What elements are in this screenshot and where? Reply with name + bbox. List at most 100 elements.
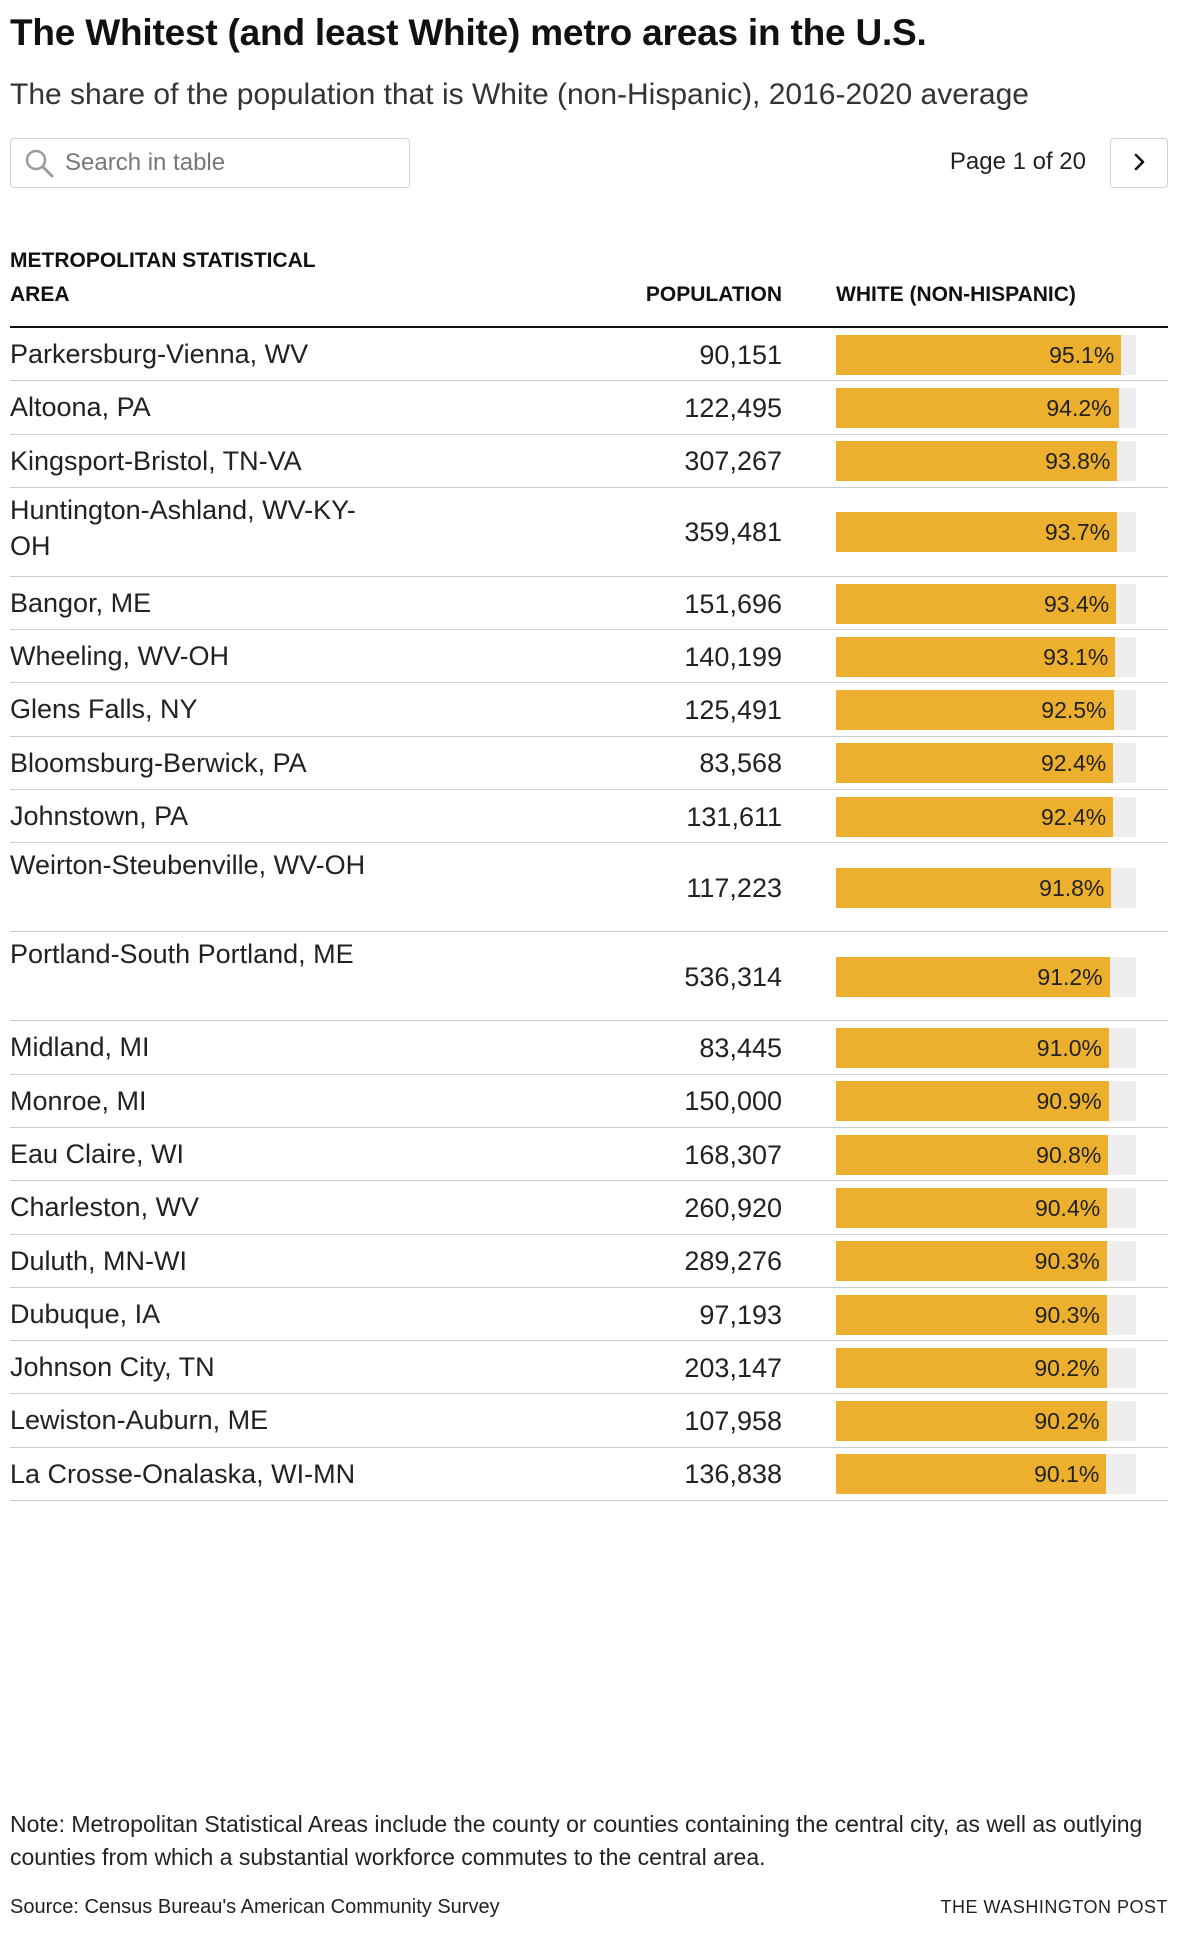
column-header-population[interactable]: Population	[645, 283, 782, 306]
bar-track: 91.2%	[836, 956, 1136, 997]
table-row: Altoona, PA 122,495 94.2%	[10, 381, 1168, 435]
cell-population: 136,838	[684, 1459, 782, 1490]
bar-track: 90.3%	[836, 1241, 1136, 1282]
cell-population: 140,199	[684, 641, 782, 672]
bar-track: 93.8%	[836, 441, 1136, 482]
cell-population: 97,193	[699, 1299, 782, 1330]
cell-area: Altoona, PA	[10, 392, 151, 423]
cell-area: Lewiston-Auburn, ME	[10, 1405, 269, 1436]
table-row: Portland-South Portland, ME 536,314 91.2%	[10, 932, 1168, 1022]
bar-track: 95.1%	[836, 334, 1136, 375]
bar-fill	[836, 387, 1119, 428]
bar-track: 93.4%	[836, 583, 1136, 624]
cell-population: 151,696	[684, 588, 782, 619]
bar-value-label: 93.7%	[1044, 519, 1111, 546]
bar-fill	[836, 583, 1117, 624]
bar-fill	[836, 512, 1118, 553]
cell-population: 536,314	[684, 961, 782, 992]
table-row: Midland, MI 83,445 91.0%	[10, 1021, 1168, 1075]
bar-fill	[836, 334, 1122, 375]
cell-population: 107,958	[684, 1406, 782, 1437]
table-body: Parkersburg-Vienna, WV 90,151 95.1% Altoona…	[10, 328, 1168, 1502]
table-row: Glens Falls, NY 125,491 92.5%	[10, 683, 1168, 737]
page-indicator: Page 1 of 20	[949, 148, 1086, 175]
table-row: Bangor, ME 151,696 93.4%	[10, 577, 1168, 631]
cell-area: Dubuque, IA	[10, 1298, 161, 1329]
cell-population: 83,445	[699, 1033, 782, 1064]
search-box[interactable]	[10, 138, 410, 188]
cell-population: 359,481	[684, 517, 782, 548]
bar-fill	[836, 1028, 1109, 1069]
cell-area: Glens Falls, NY	[10, 694, 198, 725]
table-row: Monroe, MI 150,000 90.9%	[10, 1075, 1168, 1128]
cell-area: Monroe, MI	[10, 1085, 147, 1116]
cell-population: 83,568	[699, 748, 782, 779]
bar-fill	[836, 1187, 1108, 1228]
bar-value-label: 93.4%	[1043, 590, 1110, 617]
bar-fill	[836, 1401, 1107, 1442]
bar-fill	[836, 1294, 1107, 1335]
bar-fill	[836, 867, 1112, 908]
table-row: Lewiston-Auburn, ME 107,958 90.2%	[10, 1394, 1168, 1448]
bar-value-label: 91.0%	[1036, 1035, 1102, 1062]
bar-fill	[836, 1347, 1107, 1388]
bar-track: 92.4%	[836, 796, 1136, 837]
bar-value-label: 94.2%	[1046, 394, 1112, 421]
cell-area: Kingsport-Bristol, TN-VA	[10, 445, 302, 476]
bar-fill	[836, 1134, 1109, 1175]
bar-value-label: 90.9%	[1036, 1088, 1102, 1115]
cell-population: 203,147	[684, 1352, 782, 1383]
table-row: Johnstown, PA 131,611 92.4%	[10, 790, 1168, 844]
table-row: Parkersburg-Vienna, WV 90,151 95.1%	[10, 328, 1168, 382]
cell-area: Wheeling, WV-OH	[10, 641, 230, 672]
bar-value-label: 90.1%	[1034, 1461, 1100, 1488]
source-line: Source: Census Bureau's American Communi…	[10, 1896, 500, 1918]
cell-area: Portland-South Portland, ME	[10, 939, 354, 970]
table-row: Duluth, MN-WI 289,276 90.3%	[10, 1235, 1168, 1288]
bar-fill	[836, 690, 1114, 731]
bar-value-label: 93.1%	[1043, 643, 1109, 670]
search-input[interactable]	[65, 149, 395, 177]
table-row: Johnson City, TN 203,147 90.2%	[10, 1341, 1168, 1395]
column-header-white[interactable]: White (non-Hispanic)	[836, 283, 1076, 306]
cell-population: 289,276	[684, 1246, 782, 1277]
cell-population: 168,307	[684, 1139, 782, 1170]
bar-track: 92.5%	[836, 690, 1136, 731]
cell-population: 307,267	[684, 446, 782, 477]
footnote: Note: Metropolitan Statistical Areas inc…	[10, 1811, 1143, 1870]
cell-area: Parkersburg-Vienna, WV	[10, 339, 309, 369]
cell-population: 122,495	[684, 392, 782, 423]
next-page-button[interactable]	[1110, 138, 1168, 188]
table-header: Metropolitan Statistical Area Population…	[10, 244, 1168, 328]
table-row: Weirton-Steubenville, WV-OH 117,223 91.8%	[10, 843, 1168, 933]
column-header-area[interactable]: Metropolitan Statistical Area	[10, 249, 316, 306]
cell-area: Charleston, WV	[10, 1192, 200, 1223]
bar-fill	[836, 956, 1110, 997]
bar-value-label: 92.4%	[1040, 803, 1107, 830]
bar-track: 91.8%	[836, 867, 1136, 908]
cell-area: La Crosse-Onalaska, WI-MN	[10, 1458, 356, 1489]
cell-area: Weirton-Steubenville, WV-OH	[10, 850, 366, 881]
cell-area: Johnstown, PA	[10, 801, 189, 832]
cell-population: 131,611	[686, 801, 782, 832]
chevron-right-icon	[1129, 152, 1149, 175]
bar-fill	[836, 1454, 1107, 1495]
bar-fill	[836, 743, 1114, 784]
cell-population: 117,223	[686, 872, 782, 903]
cell-area: Johnson City, TN	[10, 1352, 215, 1383]
bar-track: 93.1%	[836, 636, 1136, 677]
table-row: Wheeling, WV-OH 140,199 93.1%	[10, 630, 1168, 684]
bar-track: 93.7%	[836, 512, 1136, 553]
bar-value-label: 90.8%	[1036, 1141, 1102, 1168]
bar-value-label: 92.5%	[1041, 697, 1107, 724]
table-row: Kingsport-Bristol, TN-VA 307,267 93.8%	[10, 435, 1168, 488]
bar-fill	[836, 1081, 1109, 1122]
bar-value-label: 90.3%	[1034, 1301, 1100, 1328]
chart-subtitle: The share of the population that is Whit…	[10, 78, 1029, 111]
table-row: Charleston, WV 260,920 90.4%	[10, 1181, 1168, 1235]
cell-area: Bangor, ME	[10, 587, 152, 618]
bar-track: 94.2%	[836, 387, 1136, 428]
bar-value-label: 92.4%	[1040, 750, 1107, 777]
bar-track: 90.9%	[836, 1081, 1136, 1122]
